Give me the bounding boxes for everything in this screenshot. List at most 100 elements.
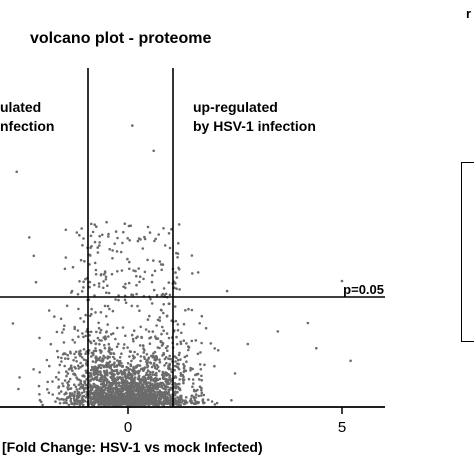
data-point [126, 257, 129, 261]
data-point [69, 387, 73, 390]
data-point [114, 397, 118, 401]
data-point [116, 326, 119, 330]
data-point [72, 372, 75, 376]
data-point [104, 335, 107, 338]
data-point [47, 309, 51, 312]
data-point [215, 401, 219, 405]
data-point [200, 386, 203, 390]
data-point [155, 384, 158, 388]
data-point [98, 331, 102, 334]
data-point [114, 388, 118, 391]
data-point [109, 396, 113, 400]
data-point [108, 346, 111, 349]
up-label-line1: up-regulated [193, 99, 278, 115]
data-point [202, 401, 205, 405]
data-point [145, 371, 148, 375]
data-point [184, 309, 187, 312]
data-point [92, 382, 95, 386]
data-point [82, 280, 85, 284]
data-point [72, 394, 76, 398]
data-point [181, 373, 184, 377]
data-point [170, 227, 173, 231]
data-point [179, 403, 182, 407]
data-point [78, 387, 81, 391]
data-point [118, 400, 121, 404]
data-point [122, 285, 125, 289]
data-point [79, 361, 82, 365]
data-point [100, 374, 103, 377]
data-point [179, 342, 183, 346]
data-point [84, 277, 87, 281]
data-point [128, 391, 131, 395]
data-point [94, 360, 97, 364]
data-point [11, 322, 15, 325]
data-point [116, 270, 119, 273]
data-point [89, 402, 92, 405]
data-point [191, 272, 194, 275]
data-point [83, 390, 86, 394]
data-point [54, 375, 58, 379]
data-point [167, 302, 171, 306]
data-point [79, 379, 83, 383]
data-point [157, 233, 160, 236]
data-point [145, 390, 149, 394]
data-point [159, 397, 163, 401]
data-point [89, 340, 92, 344]
data-point [65, 370, 68, 373]
data-point [120, 378, 123, 381]
data-point [123, 222, 127, 225]
data-point [129, 373, 133, 376]
data-point [118, 359, 122, 363]
data-point [80, 290, 84, 293]
data-point [46, 380, 49, 384]
data-point [92, 378, 95, 381]
data-point [120, 385, 124, 389]
data-point [146, 361, 149, 365]
data-point [75, 360, 78, 363]
data-point [106, 284, 109, 288]
data-point [123, 375, 127, 378]
data-point [115, 345, 119, 349]
data-point [107, 335, 110, 338]
data-point [174, 376, 178, 379]
data-point [200, 341, 203, 345]
data-point [90, 245, 93, 248]
data-point [120, 362, 123, 365]
data-point [58, 401, 62, 405]
data-point [103, 343, 106, 347]
data-point [165, 332, 169, 335]
data-point [108, 393, 111, 397]
data-point [90, 351, 94, 355]
data-point [144, 382, 147, 386]
data-point [78, 403, 81, 407]
data-point [127, 281, 131, 285]
data-point [166, 402, 170, 406]
data-point [73, 365, 76, 369]
data-point [69, 351, 72, 355]
data-point [161, 342, 165, 345]
data-point [213, 347, 216, 350]
data-point [161, 325, 164, 329]
data-point [106, 323, 109, 326]
data-point [187, 348, 190, 352]
data-point [114, 337, 117, 341]
data-point [66, 372, 70, 375]
data-point [98, 339, 101, 342]
data-point [184, 396, 188, 399]
data-point [90, 222, 93, 226]
data-point [122, 346, 125, 350]
data-point [159, 340, 163, 344]
data-point [89, 383, 92, 387]
data-point [34, 280, 38, 284]
data-point [176, 329, 180, 332]
data-point [79, 382, 83, 385]
data-point [65, 392, 68, 395]
data-point [99, 328, 103, 332]
data-point [167, 336, 171, 340]
data-point [134, 394, 138, 398]
data-point [106, 357, 109, 360]
data-point [110, 333, 113, 336]
data-point [57, 392, 61, 395]
data-point [141, 401, 144, 404]
data-point [32, 368, 35, 371]
